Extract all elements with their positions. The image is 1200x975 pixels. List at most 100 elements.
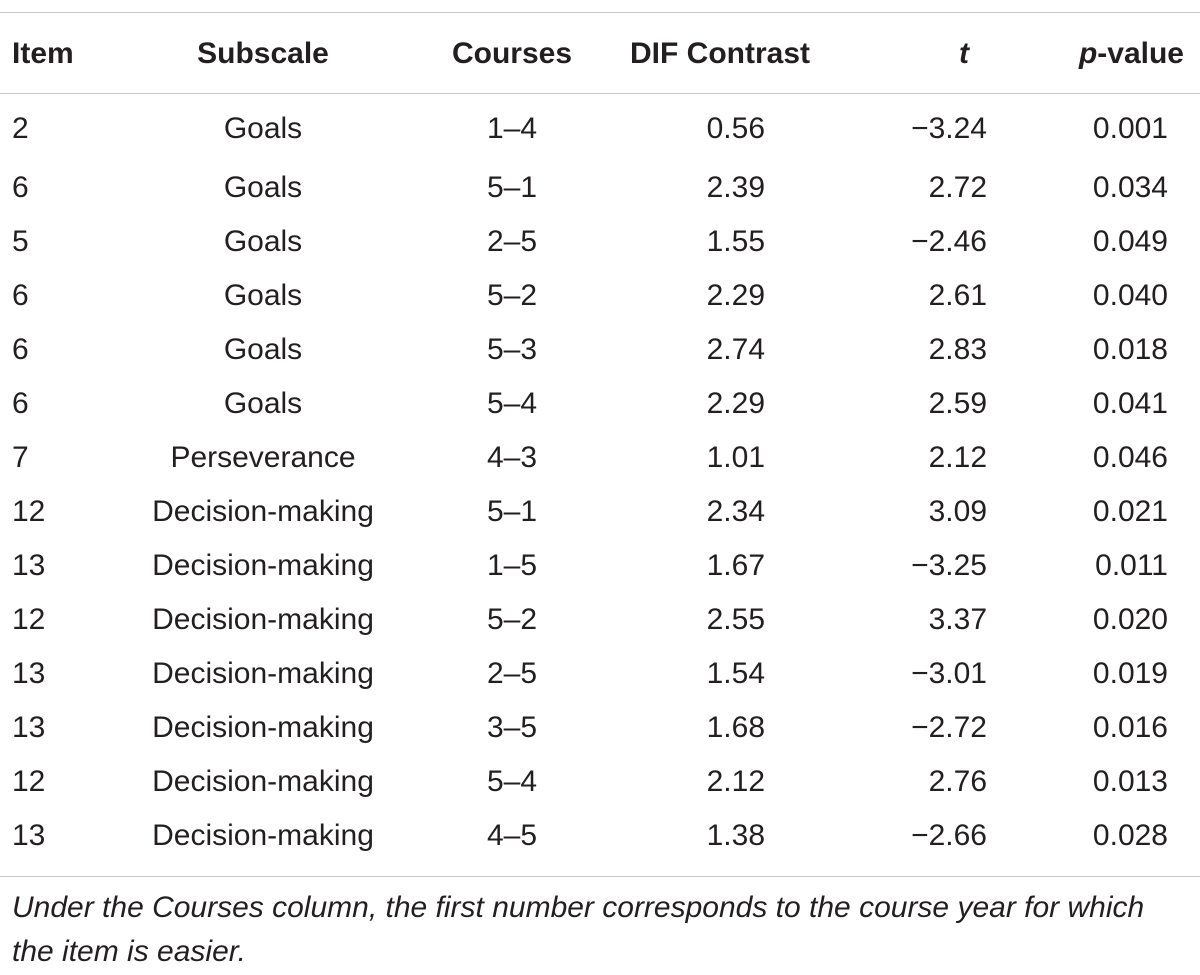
cell-item: 6 [12, 279, 29, 312]
cell-courses: 2–5 [486, 657, 538, 690]
cell-dif-contrast: 1.68 [706, 711, 765, 744]
cell-dif-contrast: 2.74 [706, 333, 765, 366]
cell-dif-contrast: 1.55 [706, 225, 765, 258]
cell-courses: 2–5 [486, 225, 538, 258]
cell-t: 2.76 [928, 765, 987, 798]
cell-item: 6 [12, 387, 29, 420]
top-rule [0, 12, 1200, 13]
cell-subscale: Goals [223, 333, 303, 366]
cell-t: 2.72 [928, 171, 987, 204]
cell-dif-contrast: 1.38 [706, 819, 765, 852]
cell-t: 2.59 [928, 387, 987, 420]
cell-p-value: 0.018 [1092, 333, 1168, 366]
cell-dif-contrast: 1.01 [706, 441, 765, 474]
header-dif-contrast: DIF Contrast [630, 36, 810, 70]
header-subscale: Subscale [197, 36, 329, 70]
table-footnote: Under the Courses column, the first numb… [12, 891, 1145, 968]
cell-courses: 1–4 [486, 112, 538, 145]
cell-subscale: Perseverance [170, 441, 356, 474]
cell-courses: 5–1 [486, 171, 538, 204]
cell-dif-contrast: 2.29 [706, 387, 765, 420]
cell-p-value: 0.040 [1092, 279, 1168, 312]
cell-p-value: 0.049 [1092, 225, 1168, 258]
cell-courses: 3–5 [486, 711, 538, 744]
table-row: 13 Decision-making 1–5 1.67 −3.25 0.011 [0, 539, 1200, 593]
cell-t: 2.83 [928, 333, 987, 366]
table-row: 12 Decision-making 5–4 2.12 2.76 0.013 [0, 755, 1200, 809]
cell-courses: 4–5 [486, 819, 538, 852]
cell-dif-contrast: 2.55 [706, 603, 765, 636]
cell-subscale: Decision-making [152, 711, 374, 744]
table-row: 6 Goals 5–1 2.39 2.72 0.034 [0, 161, 1200, 215]
cell-subscale: Goals [223, 171, 303, 204]
table-row: 13 Decision-making 2–5 1.54 −3.01 0.019 [0, 647, 1200, 701]
header-t-label: t [959, 36, 969, 70]
cell-p-value: 0.016 [1092, 711, 1168, 744]
table-row: 5 Goals 2–5 1.55 −2.46 0.049 [0, 215, 1200, 269]
header-row: Item Subscale Courses DIF Contrast t p-v… [0, 14, 1200, 93]
cell-p-value: 0.020 [1092, 603, 1168, 636]
header-courses: Courses [451, 36, 573, 70]
cell-item: 13 [12, 711, 46, 744]
cell-dif-contrast: 1.54 [706, 657, 765, 690]
cell-item: 13 [12, 819, 46, 852]
cell-p-value: 0.001 [1092, 112, 1168, 145]
cell-item: 6 [12, 333, 29, 366]
cell-subscale: Decision-making [152, 819, 374, 852]
cell-p-value: 0.013 [1092, 765, 1168, 798]
cell-t: 2.12 [928, 441, 987, 474]
cell-t: −2.66 [911, 819, 987, 852]
cell-t: 3.37 [928, 603, 987, 636]
cell-dif-contrast: 2.29 [706, 279, 765, 312]
dif-table: Item Subscale Courses DIF Contrast t p-v… [0, 14, 1200, 863]
cell-item: 5 [12, 225, 29, 258]
cell-subscale: Decision-making [152, 765, 374, 798]
cell-subscale: Goals [223, 225, 303, 258]
cell-item: 13 [12, 657, 46, 690]
cell-item: 2 [12, 112, 29, 145]
cell-subscale: Goals [223, 387, 303, 420]
cell-courses: 5–2 [486, 279, 538, 312]
cell-p-value: 0.034 [1092, 171, 1168, 204]
cell-subscale: Decision-making [152, 657, 374, 690]
cell-t: 2.61 [928, 279, 987, 312]
cell-item: 13 [12, 549, 46, 582]
table-row: 13 Decision-making 3–5 1.68 −2.72 0.016 [0, 701, 1200, 755]
cell-item: 12 [12, 765, 46, 798]
cell-subscale: Goals [223, 112, 303, 145]
cell-t: −3.25 [911, 549, 987, 582]
table-row: 13 Decision-making 4–5 1.38 −2.66 0.028 [0, 809, 1200, 863]
cell-p-value: 0.019 [1092, 657, 1168, 690]
table-row: 2 Goals 1–4 0.56 −3.24 0.001 [0, 93, 1200, 161]
cell-item: 12 [12, 495, 46, 528]
table-row: 12 Decision-making 5–2 2.55 3.37 0.020 [0, 593, 1200, 647]
bottom-rule [0, 876, 1200, 877]
header-p-value: p-value [987, 14, 1200, 93]
cell-dif-contrast: 2.34 [706, 495, 765, 528]
cell-dif-contrast: 2.39 [706, 171, 765, 204]
cell-p-value: 0.011 [1095, 549, 1168, 582]
cell-t: −3.24 [911, 112, 987, 145]
cell-item: 6 [12, 171, 29, 204]
cell-courses: 5–1 [486, 495, 538, 528]
cell-t: 3.09 [928, 495, 987, 528]
cell-courses: 5–4 [486, 765, 538, 798]
cell-courses: 4–3 [486, 441, 538, 474]
table-row: 7 Perseverance 4–3 1.01 2.12 0.046 [0, 431, 1200, 485]
table-row: 12 Decision-making 5–1 2.34 3.09 0.021 [0, 485, 1200, 539]
cell-subscale: Decision-making [152, 603, 374, 636]
table-row: 6 Goals 5–4 2.29 2.59 0.041 [0, 377, 1200, 431]
header-rule [0, 93, 1200, 94]
cell-courses: 5–2 [486, 603, 538, 636]
cell-p-value: 0.021 [1092, 495, 1168, 528]
header-item: Item [12, 36, 74, 70]
cell-subscale: Goals [223, 279, 303, 312]
cell-dif-contrast: 1.67 [706, 549, 765, 582]
cell-dif-contrast: 0.56 [706, 112, 765, 145]
cell-t: −2.72 [911, 711, 987, 744]
table-row: 6 Goals 5–2 2.29 2.61 0.040 [0, 269, 1200, 323]
cell-dif-contrast: 2.12 [706, 765, 765, 798]
header-p-rest: -value [1097, 36, 1184, 70]
cell-courses: 1–5 [486, 549, 538, 582]
